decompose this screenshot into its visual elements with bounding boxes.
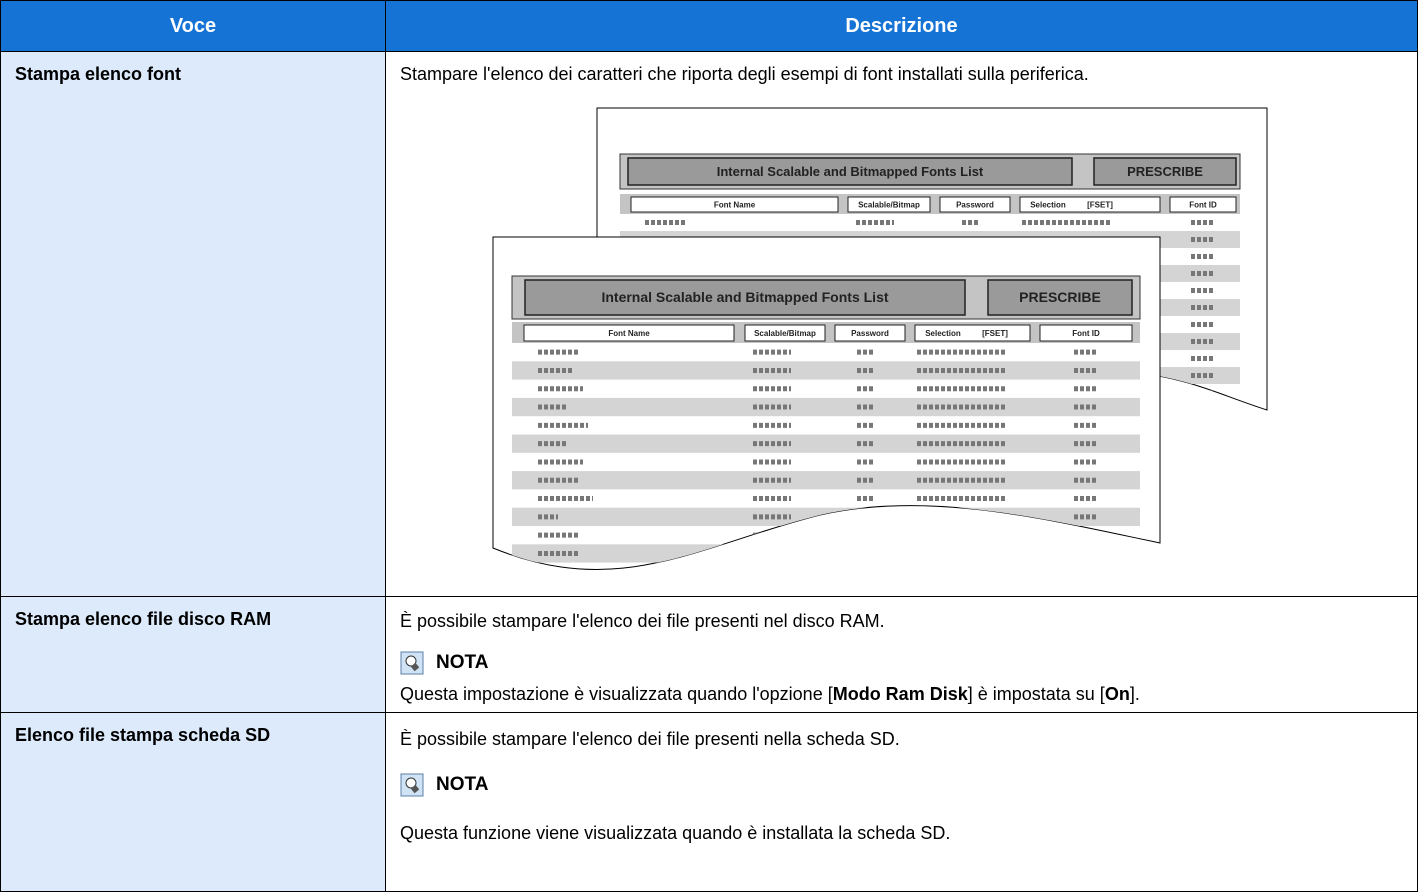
note-heading: NOTA bbox=[400, 651, 488, 675]
sheet-title: Internal Scalable and Bitmapped Fonts Li… bbox=[717, 164, 984, 179]
row-stripe bbox=[512, 361, 1140, 380]
badge-box bbox=[987, 279, 1133, 316]
row-stripe bbox=[512, 397, 1140, 417]
header-cell: Voce bbox=[0, 0, 386, 52]
note-text: ]. bbox=[1129, 684, 1140, 704]
note-bold: Modo Ram Disk bbox=[832, 684, 968, 704]
row-stripe bbox=[512, 507, 1140, 526]
note-title: NOTA bbox=[436, 652, 489, 673]
column-box bbox=[914, 324, 1031, 342]
item: Stampa elenco file disco RAM bbox=[15, 609, 272, 629]
column-box bbox=[744, 324, 826, 342]
row-stripe bbox=[512, 544, 1140, 563]
note-title: NOTA bbox=[436, 774, 489, 795]
column-box bbox=[1019, 196, 1161, 213]
column-label: Font ID bbox=[1189, 201, 1217, 210]
desc-cell: È possibile stampare l'elenco dei file p… bbox=[385, 596, 1418, 713]
column-label: Font Name bbox=[714, 201, 756, 210]
column-label: Font Name bbox=[608, 329, 650, 338]
column-label: Scalable/Bitmap bbox=[754, 329, 816, 338]
column-box bbox=[1169, 196, 1237, 213]
column-label: Selection bbox=[925, 329, 961, 338]
column-label: [FSET] bbox=[1087, 201, 1113, 210]
sheet-badge: PRESCRIBE bbox=[1019, 289, 1101, 305]
sheet-title: Internal Scalable and Bitmapped Fonts Li… bbox=[601, 289, 888, 305]
column-box bbox=[834, 324, 906, 342]
front-sheet-content: Internal Scalable and Bitmapped Fonts Li… bbox=[511, 275, 1141, 599]
note-heading: NOTA bbox=[400, 773, 488, 797]
column-box bbox=[1039, 324, 1133, 342]
note-icon bbox=[400, 773, 424, 797]
item-cell: Stampa elenco font bbox=[0, 51, 386, 597]
item: Elenco file stampa scheda SD bbox=[15, 725, 271, 745]
note-icon bbox=[400, 651, 424, 675]
row-stripe bbox=[512, 581, 1140, 599]
title-box bbox=[627, 157, 1073, 186]
column-box bbox=[630, 196, 839, 213]
item-cell: Stampa elenco file disco RAM bbox=[0, 596, 386, 713]
column-box bbox=[847, 196, 931, 213]
item: Stampa elenco font bbox=[15, 64, 182, 84]
badge-box bbox=[1093, 157, 1237, 186]
column-label: Selection bbox=[1030, 201, 1066, 210]
note: Questa impostazione è visualizzata quand… bbox=[400, 684, 1140, 705]
note-text: ] è impostata su [ bbox=[967, 684, 1105, 704]
note-text: Questa impostazione è visualizzata quand… bbox=[400, 684, 833, 704]
column-label: Password bbox=[851, 329, 889, 338]
column-label: Password bbox=[956, 201, 994, 210]
note-bold: On bbox=[1104, 684, 1130, 704]
title-box bbox=[524, 279, 966, 316]
row-stripe bbox=[512, 471, 1140, 490]
column-box bbox=[523, 324, 735, 342]
note: Questa funzione viene visualizzata quand… bbox=[400, 823, 951, 843]
row-stripe bbox=[512, 434, 1140, 453]
column-label: [FSET] bbox=[982, 329, 1008, 338]
item-cell: Elenco file stampa scheda SD bbox=[0, 712, 386, 892]
description: Stampare l'elenco dei caratteri che ripo… bbox=[400, 64, 1089, 84]
desc-cell: È possibile stampare l'elenco dei file p… bbox=[385, 712, 1418, 892]
column-label: Scalable/Bitmap bbox=[858, 201, 920, 210]
description: È possibile stampare l'elenco dei file p… bbox=[400, 729, 900, 749]
column-label: Font ID bbox=[1072, 329, 1100, 338]
column-box bbox=[939, 196, 1011, 213]
sheet-badge: PRESCRIBE bbox=[1127, 164, 1203, 179]
description: È possibile stampare l'elenco dei file p… bbox=[400, 611, 885, 631]
